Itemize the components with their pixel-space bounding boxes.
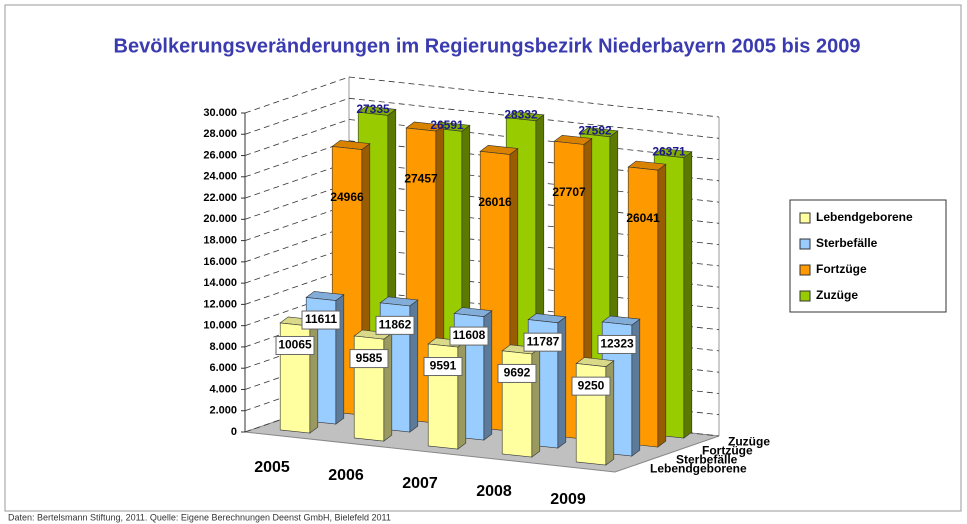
legend xyxy=(789,199,947,313)
data-label: 9585 xyxy=(356,351,383,365)
x-tick-label: 2005 xyxy=(254,459,290,476)
legend-swatch xyxy=(799,212,811,224)
depth-label: Zuzüge xyxy=(728,435,770,449)
data-label: 26016 xyxy=(478,195,512,209)
y-tick-label: 8.000 xyxy=(209,341,237,353)
data-label: 26041 xyxy=(626,211,660,225)
data-label-box xyxy=(375,315,415,335)
y-tick-label: 4.000 xyxy=(209,383,237,395)
chart-title: Bevölkerungsveränderungen im Regierungsb… xyxy=(114,35,861,57)
data-label-box xyxy=(275,335,315,355)
data-label: 10065 xyxy=(278,338,312,352)
data-label: 9250 xyxy=(578,378,605,392)
x-tick-label: 2007 xyxy=(402,475,438,492)
data-label: 12323 xyxy=(600,337,634,351)
bar-side xyxy=(605,360,615,466)
bar-side xyxy=(683,151,693,439)
y-tick-label: 6.000 xyxy=(209,362,237,374)
y-tick-label: 30.000 xyxy=(203,107,237,119)
data-label: 27335 xyxy=(356,102,390,116)
data-label: 9692 xyxy=(504,366,531,380)
data-label: 24966 xyxy=(330,190,364,204)
legend-label: Zuzüge xyxy=(816,288,858,302)
grid-line xyxy=(244,119,720,160)
data-label: 11862 xyxy=(379,318,412,332)
grid-line xyxy=(244,97,720,139)
data-label: 9591 xyxy=(430,359,457,373)
data-label: 26371 xyxy=(652,144,686,158)
legend-label: Fortzüge xyxy=(816,262,867,276)
data-label-box xyxy=(349,349,389,369)
y-tick-label: 22.000 xyxy=(203,192,237,204)
x-tick-label: 2009 xyxy=(550,491,586,508)
data-label-box xyxy=(423,357,463,377)
y-tick-label: 0 xyxy=(231,426,237,438)
y-tick-label: 14.000 xyxy=(203,277,237,289)
depth-label: Sterbefälle xyxy=(676,453,738,467)
depth-label: Fortzüge xyxy=(702,444,753,458)
y-tick-label: 20.000 xyxy=(203,213,237,225)
data-label-box xyxy=(523,332,563,352)
bar-side xyxy=(657,163,667,448)
legend-swatch xyxy=(799,264,811,276)
legend-swatch xyxy=(799,238,811,250)
data-label: 27457 xyxy=(404,172,438,186)
data-label: 11787 xyxy=(527,334,560,348)
data-label-box xyxy=(449,326,489,346)
y-tick-label: 2.000 xyxy=(209,405,237,417)
y-tick-label: 12.000 xyxy=(203,298,237,310)
data-label: 27707 xyxy=(552,185,586,199)
footnote: Daten: Bertelsmann Stiftung, 2011. Quell… xyxy=(8,512,391,522)
x-tick-label: 2008 xyxy=(476,483,512,500)
data-label: 26591 xyxy=(430,118,464,132)
y-tick-label: 24.000 xyxy=(203,171,237,183)
y-tick-label: 28.000 xyxy=(203,128,237,140)
data-label: 11608 xyxy=(453,328,486,342)
data-label-box xyxy=(597,334,637,354)
data-label-box xyxy=(571,376,611,396)
depth-label: Lebendgeborene xyxy=(650,462,747,476)
grid-line xyxy=(244,76,720,118)
x-tick-label: 2006 xyxy=(328,467,364,484)
data-label: 28332 xyxy=(504,107,538,121)
y-tick-label: 10.000 xyxy=(203,320,237,332)
legend-label: Lebendgeborene xyxy=(816,210,913,224)
data-label: 11611 xyxy=(305,312,337,326)
data-label: 27582 xyxy=(578,123,612,137)
y-tick-label: 16.000 xyxy=(203,256,237,268)
data-label-box xyxy=(301,310,341,330)
y-tick-label: 26.000 xyxy=(203,149,237,161)
legend-swatch xyxy=(799,290,811,302)
data-label-box xyxy=(497,363,537,383)
y-tick-label: 18.000 xyxy=(203,235,237,247)
legend-label: Sterbefälle xyxy=(816,236,878,250)
grid-line xyxy=(244,140,720,182)
